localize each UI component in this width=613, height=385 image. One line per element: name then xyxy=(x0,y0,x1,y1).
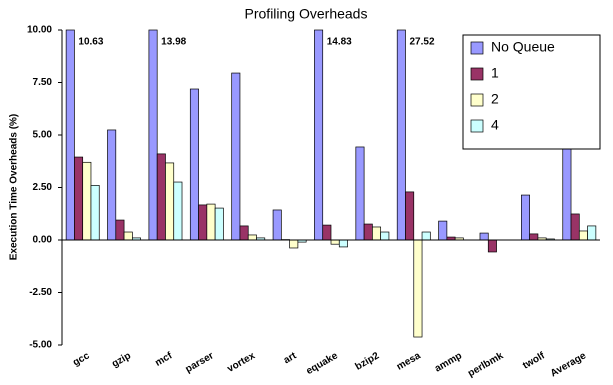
y-tick-label: 5.00 xyxy=(33,130,53,141)
x-tick-label: gzip xyxy=(110,350,133,370)
y-tick-label: 2.50 xyxy=(33,182,53,193)
bar xyxy=(322,224,332,241)
bar xyxy=(289,239,299,249)
x-tick-label: ammp xyxy=(433,350,464,374)
x-tick-label: bzip2 xyxy=(354,350,382,373)
bar xyxy=(74,156,84,241)
bar xyxy=(330,239,340,245)
x-tick-label: art xyxy=(282,350,299,366)
x-tick-label: mesa xyxy=(395,350,423,373)
bar xyxy=(363,223,373,241)
x-tick-label: mcf xyxy=(153,350,174,369)
bar xyxy=(239,225,249,241)
bar xyxy=(206,203,216,241)
y-tick-label: 7.50 xyxy=(33,77,53,88)
bar xyxy=(107,129,117,241)
x-tick-label: parser xyxy=(184,350,216,375)
bar xyxy=(214,207,224,241)
bar-value-label: 27.52 xyxy=(409,37,434,48)
bar xyxy=(90,185,100,241)
bar xyxy=(487,239,497,253)
bar xyxy=(123,231,133,241)
bar xyxy=(355,146,365,241)
bar xyxy=(380,231,390,241)
bar xyxy=(413,239,423,338)
bar-value-label: 13.98 xyxy=(161,37,186,48)
bar xyxy=(198,204,208,241)
y-tick-label: 0.00 xyxy=(33,235,53,246)
bar xyxy=(115,219,125,241)
bar xyxy=(479,232,489,241)
bar xyxy=(529,233,539,241)
bar xyxy=(82,161,92,241)
bar-value-label: 14.83 xyxy=(327,37,352,48)
bar xyxy=(521,194,530,241)
bar xyxy=(231,72,241,241)
bar xyxy=(314,29,324,241)
bar xyxy=(587,225,597,241)
bar xyxy=(421,231,431,241)
x-tick-label: equake xyxy=(304,350,340,377)
bar xyxy=(570,213,580,241)
x-tick-label: gcc xyxy=(71,350,92,368)
legend-text: No Queue xyxy=(491,39,555,55)
bar xyxy=(272,209,282,241)
bar xyxy=(396,29,406,241)
bar xyxy=(65,29,75,241)
x-tick-label: Average xyxy=(549,350,589,379)
bar xyxy=(165,162,175,241)
bar xyxy=(247,234,257,241)
legend-text: 1 xyxy=(491,65,499,81)
legend-swatch xyxy=(470,67,484,81)
bar xyxy=(372,226,382,241)
legend-text: 2 xyxy=(491,91,499,107)
bar xyxy=(578,230,588,241)
x-tick-label: perlbmk xyxy=(466,350,506,379)
bar xyxy=(438,220,448,241)
x-tick-label: vortex xyxy=(226,350,258,375)
legend-swatch xyxy=(470,119,484,133)
bar xyxy=(338,239,348,248)
x-tick-label: twolf xyxy=(521,350,547,372)
legend-text: 4 xyxy=(491,117,499,133)
legend-swatch xyxy=(470,41,484,55)
chart-title: Profiling Overheads xyxy=(245,6,368,22)
legend-swatch xyxy=(470,93,484,107)
y-tick-label: -5.00 xyxy=(29,340,52,351)
bar xyxy=(148,29,158,241)
bar xyxy=(405,191,415,241)
bar xyxy=(189,88,199,241)
bar-value-label: 10.63 xyxy=(78,37,103,48)
y-tick-label: -2.50 xyxy=(29,287,52,298)
bar xyxy=(173,181,183,241)
y-tick-label: 10.00 xyxy=(27,25,52,36)
legend-box xyxy=(462,34,601,150)
y-axis-label: Execution Time Overheads (%) xyxy=(9,114,20,261)
bar xyxy=(156,153,166,241)
